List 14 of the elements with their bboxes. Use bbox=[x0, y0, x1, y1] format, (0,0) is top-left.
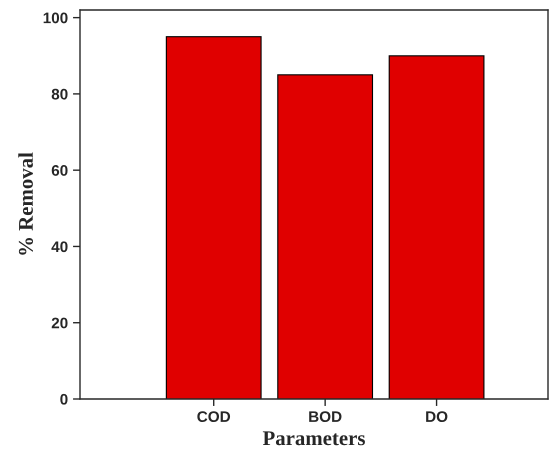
x-axis-title: Parameters bbox=[262, 431, 365, 446]
y-tick-label: 100 bbox=[44, 12, 68, 24]
x-tick-label: DO bbox=[426, 411, 448, 422]
y-tick-label: 40 bbox=[51, 241, 68, 252]
y-tick-label: 60 bbox=[52, 165, 68, 176]
bar bbox=[388, 55, 484, 399]
y-tick-label: 80 bbox=[52, 88, 68, 100]
y-axis-title: % Removal bbox=[18, 152, 33, 255]
x-tick-label: BOD bbox=[309, 411, 342, 422]
y-tick-label: 0 bbox=[60, 394, 68, 405]
x-tick-label: COD bbox=[197, 411, 230, 422]
bar bbox=[166, 36, 262, 399]
y-tick-label: 20 bbox=[52, 318, 68, 328]
bar bbox=[277, 74, 374, 399]
